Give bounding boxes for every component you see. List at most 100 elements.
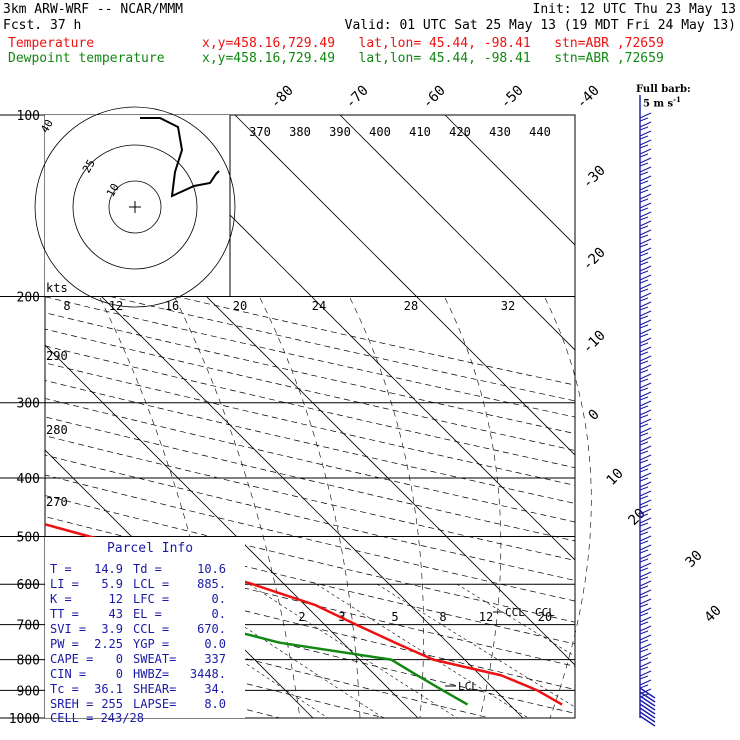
parcel-key: YGP = — [133, 637, 169, 651]
wind-barb — [639, 486, 649, 491]
wind-barb — [639, 481, 652, 488]
wind-barb — [639, 598, 652, 605]
wind-barb — [639, 670, 652, 677]
wind-barb — [639, 364, 652, 371]
wind-barb — [639, 526, 652, 533]
temperature-legend: Temperature — [8, 36, 95, 51]
temp-scale-label: 290 — [46, 349, 68, 363]
wind-barb — [639, 517, 652, 524]
mixing-ratio-line — [249, 583, 458, 718]
wind-barb — [639, 184, 652, 191]
dry-adiabat — [45, 328, 575, 451]
parcel-value: 337 — [204, 652, 226, 666]
speed-label: 28 — [404, 299, 418, 313]
wind-barb — [639, 387, 649, 392]
hodograph-ring-label: 40 — [38, 117, 56, 135]
hodograph-ring-label: 10 — [104, 181, 122, 199]
wind-barb — [639, 351, 649, 356]
mixing-ratio-line — [376, 583, 575, 708]
wind-barb — [639, 238, 652, 245]
speed-label: 12 — [109, 299, 123, 313]
parcel-cell: CELL = 243/28 — [50, 711, 144, 725]
wind-barb-near-surface — [639, 691, 656, 703]
wind-barb — [639, 499, 652, 506]
ccl-annotation: CCL — [505, 606, 525, 619]
wind-barb — [639, 463, 652, 470]
wind-barb — [639, 684, 649, 689]
model-title: 3km ARW-WRF -- NCAR/MMM — [3, 2, 184, 17]
wind-barb — [639, 576, 649, 581]
forecast-hour: 37 h — [50, 18, 82, 33]
wind-barb — [639, 175, 652, 182]
wind-barb — [639, 459, 649, 464]
speed-arc — [259, 297, 361, 719]
wind-barb — [639, 148, 652, 155]
wind-barb — [639, 220, 652, 227]
wind-barb — [639, 310, 652, 317]
wind-barb — [639, 256, 652, 263]
wind-barb — [639, 288, 649, 293]
hodograph-ring-label: 25 — [80, 157, 98, 175]
pressure-label-1000: 1000 — [9, 712, 40, 727]
wind-barb — [639, 531, 649, 536]
wind-barb — [639, 661, 652, 668]
wind-barb — [639, 297, 649, 302]
wind-barb — [639, 400, 652, 407]
valid-time: Valid: 01 UTC Sat 25 May 13 (19 MDT Fri … — [344, 18, 736, 33]
parcel-value: 8.0 — [204, 697, 226, 711]
wind-barb — [639, 193, 652, 200]
isotherm — [234, 115, 575, 456]
isotherm — [444, 115, 575, 246]
speed-label: kts — [46, 281, 68, 295]
temp-tick-label: -30 — [580, 163, 609, 192]
temp-tick-label: 40 — [702, 603, 725, 626]
theta-label: 370 — [249, 125, 271, 139]
wind-barb — [639, 585, 649, 590]
ccl-annotation: CCL — [535, 606, 555, 619]
wind-barb — [639, 157, 652, 164]
wind-barb-near-surface — [639, 699, 656, 711]
dewpoint-profile — [45, 578, 469, 706]
speed-label: 32 — [501, 299, 515, 313]
wind-barb — [639, 657, 649, 662]
wind-barb — [639, 162, 649, 167]
mixing-ratio-label: 20 — [538, 610, 552, 624]
mixing-ratio-label: 12 — [479, 610, 493, 624]
wind-barb — [639, 535, 652, 542]
parcel-key: EL = — [133, 607, 162, 621]
pressure-label-400: 400 — [17, 472, 40, 487]
wind-barb — [639, 391, 652, 398]
wind-barb — [639, 306, 649, 311]
wind-barb — [639, 504, 649, 509]
wind-barb — [639, 567, 649, 572]
init-time: Init: 12 UTC Thu 23 May 13 — [532, 2, 737, 17]
wind-barb — [639, 477, 649, 482]
wind-barb — [639, 643, 652, 650]
pressure-label-500: 500 — [17, 530, 40, 545]
wind-barb — [639, 202, 652, 209]
wind-barb — [639, 153, 649, 158]
parcel-value: 3.9 — [101, 622, 123, 636]
parcel-key: CAPE = — [50, 652, 93, 666]
parcel-value: 14.9 — [94, 562, 123, 576]
wind-barb — [639, 508, 652, 515]
temperature-location: x,y=458.16,729.49 lat,lon= 45.44, -98.41… — [202, 36, 664, 51]
temp-tick-label: 30 — [683, 548, 706, 571]
wind-barb — [639, 274, 652, 281]
wind-barb — [639, 607, 652, 614]
wind-barb — [639, 553, 652, 560]
parcel-value: 5.9 — [101, 577, 123, 591]
parcel-value: 2.25 — [94, 637, 123, 651]
wind-barb — [639, 634, 652, 641]
wind-barb-near-surface — [639, 715, 656, 727]
temp-tick-label: -10 — [580, 328, 609, 357]
wind-barb — [639, 675, 649, 680]
dry-adiabat — [45, 312, 575, 434]
parcel-value: 0 — [116, 652, 123, 666]
wind-barb — [639, 207, 649, 212]
parcel-value: 0. — [212, 592, 226, 606]
wind-barb — [639, 261, 649, 266]
wind-barb — [639, 445, 652, 452]
wind-barb — [639, 495, 649, 500]
